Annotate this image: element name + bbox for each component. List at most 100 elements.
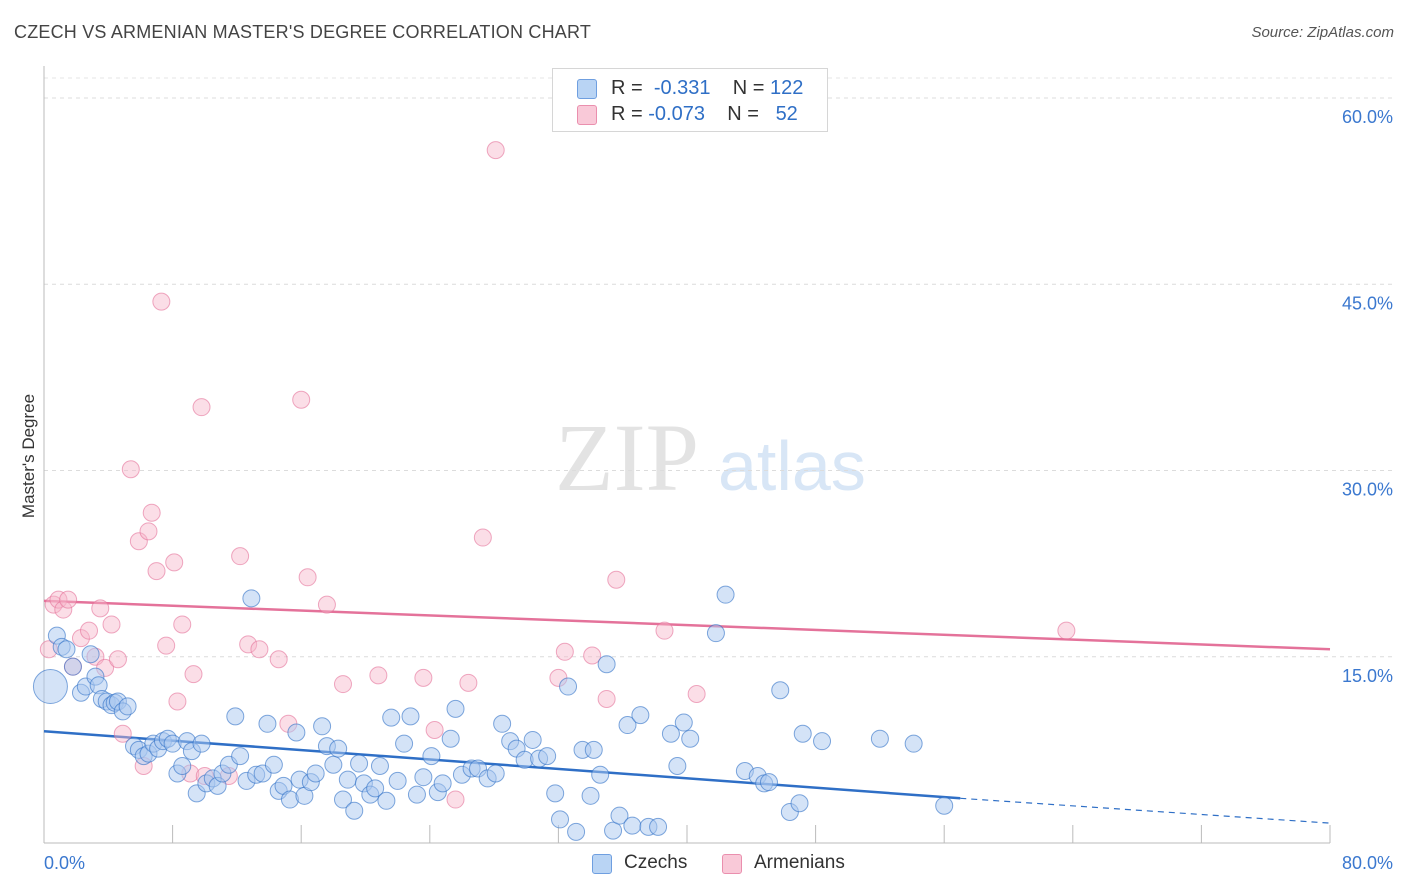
czechs-point bbox=[631, 706, 650, 725]
armenians-point bbox=[655, 621, 674, 640]
source-credit: Source: ZipAtlas.com bbox=[1251, 24, 1394, 41]
armenians-point bbox=[583, 646, 602, 665]
czechs-point bbox=[414, 768, 433, 787]
armenians-point bbox=[152, 292, 171, 311]
armenians-point bbox=[49, 590, 68, 609]
czechs-point bbox=[81, 645, 100, 664]
y-tick-label: 60.0% bbox=[1342, 107, 1393, 127]
czechs-point bbox=[422, 747, 441, 766]
x-tick-label: 80.0% bbox=[1342, 853, 1393, 873]
legend-n-value-armenians: 52 bbox=[775, 103, 798, 125]
czechs-point bbox=[551, 810, 570, 829]
czechs-point bbox=[618, 716, 637, 735]
legend-swatch-armenians bbox=[577, 105, 597, 125]
czechs-point bbox=[904, 734, 923, 753]
czechs-point bbox=[870, 729, 889, 748]
czechs-point bbox=[486, 764, 505, 783]
armenians-point bbox=[414, 668, 433, 687]
czechs-point bbox=[604, 821, 623, 840]
czechs-point bbox=[377, 791, 396, 810]
legend-n-label: N = bbox=[732, 77, 765, 99]
czechs-point bbox=[610, 806, 629, 825]
czechs-point bbox=[306, 764, 325, 783]
watermark-zip: ZIP bbox=[555, 404, 699, 511]
y-tick-label: 30.0% bbox=[1342, 480, 1393, 500]
watermark-atlas: atlas bbox=[718, 427, 866, 505]
czechs-point bbox=[388, 771, 407, 790]
legend-r-label: R = bbox=[611, 77, 643, 99]
armenians-point bbox=[121, 460, 140, 479]
armenians-point bbox=[44, 595, 63, 614]
series-swatch-armenians bbox=[722, 854, 742, 874]
series-label-czechs: Czechs bbox=[624, 852, 688, 873]
armenians-point bbox=[59, 590, 78, 609]
armenians-point bbox=[369, 666, 388, 685]
armenians-point bbox=[298, 568, 317, 587]
legend-r-value-czechs: -0.331 bbox=[653, 77, 711, 99]
armenians-point bbox=[473, 528, 492, 547]
czechs-point bbox=[173, 757, 192, 776]
czechs-point bbox=[759, 773, 778, 792]
czechs-point bbox=[597, 655, 616, 674]
armenians-point bbox=[231, 547, 250, 566]
czechs-point bbox=[771, 681, 790, 700]
czechs-point bbox=[584, 740, 603, 759]
armenians-point bbox=[147, 562, 166, 581]
armenians-point bbox=[555, 642, 574, 661]
czechs-point bbox=[366, 779, 385, 798]
armenians-point bbox=[459, 673, 478, 692]
y-tick-label: 15.0% bbox=[1342, 666, 1393, 686]
czechs-point bbox=[668, 757, 687, 776]
watermark: ZIP atlas bbox=[555, 404, 866, 511]
armenians-point bbox=[607, 570, 626, 589]
czechs-point bbox=[567, 822, 586, 841]
y-axis-label: Master's Degree bbox=[19, 394, 38, 518]
czechs-point bbox=[287, 723, 306, 742]
legend-swatch-czechs bbox=[577, 79, 597, 99]
czechs-point bbox=[790, 794, 809, 813]
armenians-point bbox=[108, 650, 127, 669]
czechs-point bbox=[382, 708, 401, 727]
series-legend-czechs: Czechs bbox=[592, 852, 702, 876]
czechs-point bbox=[338, 770, 357, 789]
armenians-point bbox=[192, 398, 211, 417]
armenians-point bbox=[425, 721, 444, 740]
czechs-point bbox=[226, 707, 245, 726]
armenians-point bbox=[317, 595, 336, 614]
x-tick-label: 0.0% bbox=[44, 853, 85, 873]
armenians-point bbox=[80, 621, 99, 640]
czechs-point bbox=[350, 754, 369, 773]
y-tick-label: 45.0% bbox=[1342, 293, 1393, 313]
czechs-point bbox=[333, 790, 352, 809]
czechs-point bbox=[523, 730, 542, 749]
czechs-point bbox=[63, 657, 82, 676]
legend-n-value-czechs: 122 bbox=[770, 77, 804, 99]
czechs-point bbox=[324, 755, 343, 774]
czechs-point bbox=[591, 765, 610, 784]
czechs-point bbox=[264, 755, 283, 774]
czechs-point bbox=[793, 724, 812, 743]
armenians-point bbox=[597, 689, 616, 708]
czechs-point bbox=[559, 677, 578, 696]
czechs-point bbox=[192, 734, 211, 753]
armenians-point bbox=[142, 503, 161, 522]
czechs-trend-extension bbox=[960, 797, 1331, 824]
czechs-point bbox=[581, 786, 600, 805]
czechs-point bbox=[32, 669, 68, 705]
armenians-point bbox=[239, 635, 258, 654]
stats-legend: R = -0.331 N = 122 R = -0.073 N = 52 bbox=[552, 68, 828, 132]
czechs-point bbox=[329, 739, 348, 758]
armenians-point bbox=[1057, 621, 1076, 640]
czechs-point bbox=[681, 729, 700, 748]
czechs-point bbox=[674, 713, 693, 732]
armenians-point bbox=[157, 636, 176, 655]
series-label-armenians: Armenians bbox=[754, 852, 845, 873]
armenians-point bbox=[102, 615, 121, 634]
armenians-point bbox=[168, 692, 187, 711]
gridlines bbox=[44, 77, 1392, 658]
czechs-point bbox=[538, 747, 557, 766]
series-legend-armenians: Armenians bbox=[722, 852, 862, 876]
armenians-point bbox=[250, 640, 269, 659]
czechs-point bbox=[813, 732, 832, 751]
